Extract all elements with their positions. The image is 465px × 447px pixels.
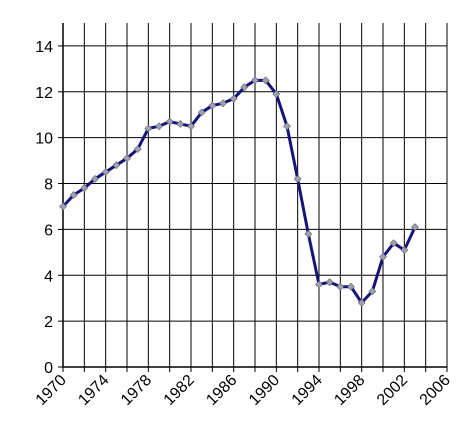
marker [400, 246, 409, 254]
marker [325, 278, 334, 287]
marker [368, 287, 377, 296]
x-tick-label: 1978 [118, 372, 155, 409]
x-tick-label: 2002 [374, 372, 411, 409]
marker [176, 119, 185, 128]
marker [123, 154, 131, 163]
marker [272, 90, 281, 99]
y-tick-label: 12 [35, 85, 53, 102]
marker [69, 191, 78, 199]
marker [165, 117, 174, 126]
x-tick-label: 1970 [33, 372, 70, 409]
marker [261, 76, 270, 85]
marker [59, 202, 67, 211]
marker [80, 184, 89, 193]
marker [357, 298, 366, 307]
marker [293, 175, 302, 183]
x-tick-label: 1998 [331, 372, 368, 409]
marker [315, 280, 323, 289]
marker [389, 239, 398, 248]
marker [411, 223, 419, 232]
marker [101, 168, 110, 176]
x-tick-label: 2006 [417, 372, 454, 409]
marker [155, 122, 163, 131]
y-tick-label: 0 [44, 360, 53, 377]
marker [197, 108, 206, 117]
marker [251, 76, 259, 85]
marker [240, 83, 249, 92]
marker [336, 282, 345, 291]
x-tick-label: 1974 [75, 372, 112, 409]
marker [91, 175, 99, 183]
marker [283, 122, 291, 131]
y-tick-label: 10 [35, 131, 53, 148]
marker [187, 122, 195, 131]
marker [133, 145, 142, 154]
marker [347, 282, 355, 291]
x-tick-label: 1982 [161, 372, 198, 409]
line [61, 78, 417, 305]
marker [229, 94, 238, 103]
marker [144, 124, 153, 133]
y-tick-label: 14 [35, 39, 53, 56]
marker [304, 230, 313, 238]
x-tick-label: 1994 [289, 372, 326, 409]
y-tick-label: 8 [44, 177, 53, 194]
x-tick-label: 1986 [203, 372, 240, 409]
marker [379, 252, 387, 261]
marker [112, 161, 121, 170]
x-tick-label: 1990 [246, 372, 283, 409]
y-tick-label: 6 [44, 222, 53, 239]
y-tick-label: 2 [44, 314, 53, 331]
y-tick-label: 4 [44, 268, 53, 285]
marker [208, 101, 217, 110]
marker [219, 99, 227, 108]
